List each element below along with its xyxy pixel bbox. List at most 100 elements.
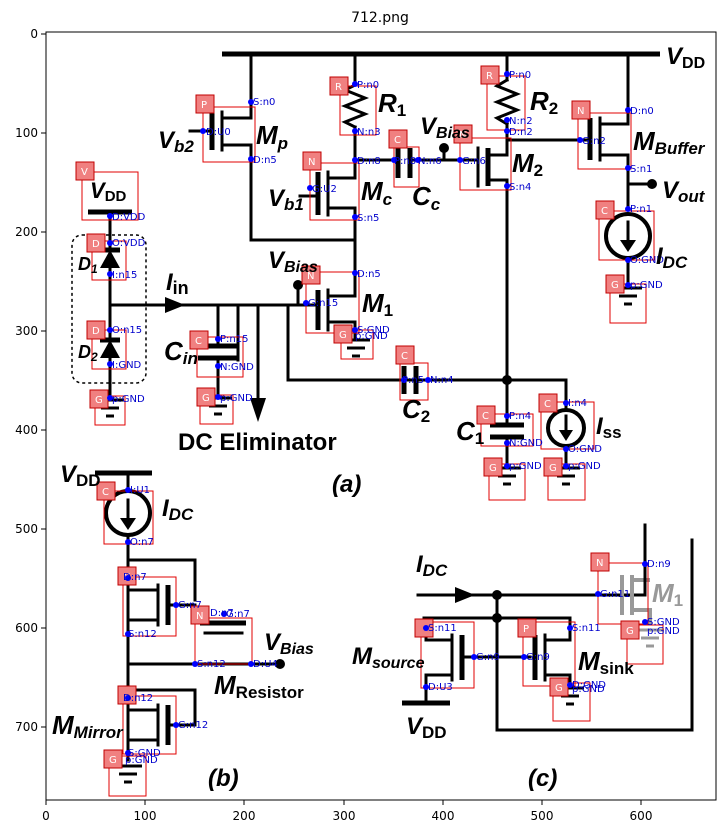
pin-annotations: S:n0 D:U0 D:n5 P:n0 N:n3 P:n0 N:n2 D:n0 … [112,70,680,766]
component-tag: G [626,626,634,637]
component-tag: N [596,558,603,569]
vdd-c-label: VDD [406,713,447,742]
pin-label: S:GND [647,617,680,628]
vbias-mid-label: VBias [268,247,318,276]
component-tag: R [486,71,493,82]
pin-label: D:GND [572,680,606,691]
msink-label: Msink [578,646,634,678]
figure-title: 712.png [351,10,409,26]
pin-label: p:GND [125,755,158,766]
component-tag: C [544,399,551,410]
c2-label: C2 [402,394,430,426]
pin-label: G:n9 [526,652,550,663]
pin-label: S:GND [128,748,161,759]
x-axis: 0 100 200 300 400 500 600 [42,800,652,823]
pin-label: G:n6 [462,156,486,167]
component-tag: D [92,239,100,250]
component-tags: P R R N N C N C V D D G C G N G C C G C … [75,65,640,769]
pin-label: D:VDD [112,212,146,223]
pin-label: P:n0 [357,80,379,91]
panel-c-wires [402,523,694,732]
pin-label: S:n11 [572,623,601,634]
component-tag: G [95,395,103,406]
pin-label: G:n12 [178,720,208,731]
pin-label: D:U4 [253,659,278,670]
idc-a-label: IDC [656,243,688,272]
pin-label: p:GND [220,393,253,404]
component-tag: V [81,167,88,178]
x-tick-label: 600 [630,809,653,823]
panel-b-wires [95,470,285,784]
pin-label: p:GND [647,626,680,637]
panel-a-wires [71,51,660,467]
pin-label: P:n15 [220,334,248,345]
pin-label: S:n1 [630,164,652,175]
pin-label: G:n11 [600,589,630,600]
y-tick-label: 700 [15,720,38,734]
pin-label: D:n7 [123,572,147,583]
iin-label: Iin [166,269,189,298]
m1-c-label: M1 [652,578,683,610]
pin-label: N:n4 [430,375,454,386]
schematic-labels: VDD Vb2 Mp R1 VBias R2 MBuffer Vb1 Mc Cc… [52,43,706,792]
vb1-label: Vb1 [268,185,304,214]
pin-label: G:n15 [308,298,338,309]
component-tag: N [459,130,466,141]
x-tick-label: 500 [531,809,554,823]
component-tag: R [335,82,342,93]
pin-label: O:GND [630,255,664,266]
r1-label: R1 [378,88,406,120]
msource-label: Msource [352,643,425,672]
pin-label: D:n5 [253,155,277,166]
x-tick-label: 400 [432,809,455,823]
component-tag: N [308,157,315,168]
component-tag: G [109,755,117,766]
mmirror-label: MMirror [52,710,124,742]
iss-label: Iss [596,413,622,442]
c1-label: C1 [456,416,484,448]
pin-label: p:GND [630,280,663,291]
y-tick-label: 0 [30,27,38,41]
pin-label: S:n5 [357,213,379,224]
component-tag: G [611,280,619,291]
pin-label: D:n9 [647,559,671,570]
pin-label: S:GND [357,325,390,336]
vbias-b-label: VBias [264,629,314,658]
x-tick-label: 0 [42,809,50,823]
pin-label: G:n7 [178,600,202,611]
pin-label: P:n4 [509,411,531,422]
cc-label: Cc [412,181,441,214]
component-tag: P [201,100,207,111]
pin-markers [107,71,648,756]
pin-label: P:n1 [630,204,652,215]
y-tick-label: 300 [15,324,38,338]
mresistor-label: MResistor [214,670,304,702]
component-tag: N [196,611,203,622]
component-tag: C [394,135,401,146]
y-axis: 0 100 200 300 400 500 600 700 [15,27,46,734]
mbuffer-label: MBuffer [633,126,706,158]
pin-label: N:GND [220,362,254,373]
panel-c-caption: (c) [528,765,557,792]
pin-label: p:GND [568,461,601,472]
component-tag: D [92,326,100,337]
component-tag: G [549,463,557,474]
x-tick-label: 200 [233,809,256,823]
pin-label: p:GND [112,394,145,405]
mc-label: Mc [361,176,393,209]
m2-label: M2 [512,148,543,180]
pin-label: D:n8 [357,156,381,167]
y-tick-label: 100 [15,126,38,140]
pin-label: D:U0 [206,127,231,138]
component-tag: G [489,463,497,474]
axes-frame [45,31,717,801]
pin-label: G:n9 [476,652,500,663]
pin-label: S:n12 [197,659,226,670]
pin-label: D:n5 [357,269,381,280]
pin-label: S:n0 [253,97,275,108]
pin-label: I:U1 [130,485,150,496]
component-tag: G [202,393,210,404]
vout-label: Vout [662,177,706,206]
component-tag: G [555,683,563,694]
idc-c-label: IDC [416,551,448,580]
